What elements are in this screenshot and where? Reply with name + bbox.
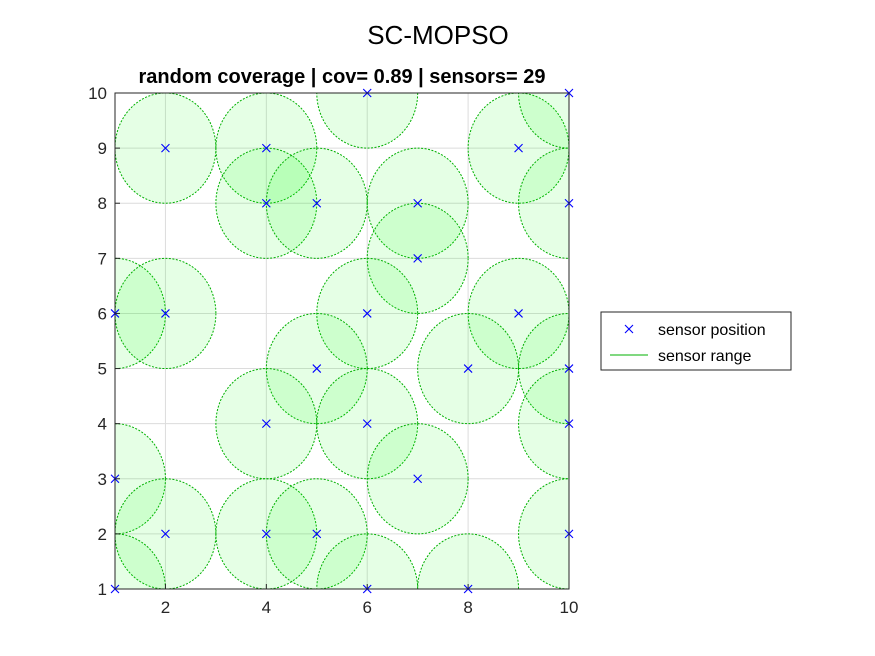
sensor-range-circles bbox=[115, 93, 569, 589]
sensor-marker-4 bbox=[312, 198, 322, 208]
y-tick-label-5: 5 bbox=[98, 360, 107, 379]
sensor-range-21 bbox=[115, 423, 166, 535]
x-tick-label-6: 6 bbox=[362, 598, 371, 617]
y-tick-label-1: 1 bbox=[98, 580, 107, 599]
sensor-marker-3 bbox=[261, 198, 271, 208]
y-tick-label-10: 10 bbox=[88, 84, 107, 103]
y-tick-label-7: 7 bbox=[98, 249, 107, 268]
x-tick-label-8: 8 bbox=[463, 598, 472, 617]
sensor-marker-14 bbox=[514, 309, 523, 318]
sensor-marker-24 bbox=[261, 529, 271, 539]
sensor-range-28 bbox=[316, 533, 419, 589]
sensor-marker-6 bbox=[413, 198, 423, 208]
sensor-marker-16 bbox=[463, 364, 473, 373]
sensor-marker-13 bbox=[362, 309, 372, 318]
legend-x-glyph bbox=[624, 324, 634, 334]
sensor-range-5 bbox=[316, 93, 419, 149]
axes-title: random coverage | cov= 0.89 | sensors= 2… bbox=[139, 66, 546, 88]
y-tick-label-6: 6 bbox=[98, 304, 107, 323]
sensor-marker-7 bbox=[413, 253, 423, 263]
sensor-marker-15 bbox=[312, 364, 322, 373]
legend-marker-icon bbox=[624, 324, 634, 334]
y-tick-label-2: 2 bbox=[98, 525, 107, 544]
sensor-range-10 bbox=[518, 147, 569, 259]
sensor-markers bbox=[110, 88, 574, 594]
sensor-marker-19 bbox=[362, 419, 372, 429]
x-tick-label-4: 4 bbox=[262, 598, 271, 617]
figure-suptitle: SC-MOPSO bbox=[367, 20, 509, 50]
sensor-marker-18 bbox=[261, 419, 271, 429]
sensor-marker-25 bbox=[312, 529, 322, 539]
sensor-marker-8 bbox=[514, 143, 523, 153]
y-tick-label-4: 4 bbox=[98, 415, 107, 434]
sensor-marker-22 bbox=[413, 474, 423, 484]
sensor-range-27 bbox=[115, 533, 166, 589]
legend: sensor position sensor range bbox=[600, 311, 792, 371]
sensor-range-9 bbox=[518, 93, 569, 149]
y-tick-label-9: 9 bbox=[98, 139, 107, 158]
legend-box bbox=[600, 311, 792, 371]
y-tick-label-3: 3 bbox=[98, 470, 107, 489]
legend-label-sensor-position: sensor position bbox=[658, 322, 766, 339]
sensor-range-29 bbox=[417, 533, 520, 589]
sensor-range-17 bbox=[518, 312, 569, 425]
sensor-marker-12 bbox=[161, 309, 170, 318]
x-tick-label-10: 10 bbox=[560, 598, 579, 617]
sensor-marker-23 bbox=[161, 529, 170, 539]
y-tick-label-8: 8 bbox=[98, 194, 107, 213]
sensor-range-26 bbox=[518, 478, 569, 589]
sensor-marker-1 bbox=[161, 143, 170, 153]
x-tick-label-2: 2 bbox=[161, 598, 170, 617]
sensor-marker-2 bbox=[261, 143, 271, 153]
legend-label-sensor-range: sensor range bbox=[658, 348, 751, 365]
axes-box bbox=[114, 92, 570, 590]
sensor-range-20 bbox=[518, 368, 569, 480]
